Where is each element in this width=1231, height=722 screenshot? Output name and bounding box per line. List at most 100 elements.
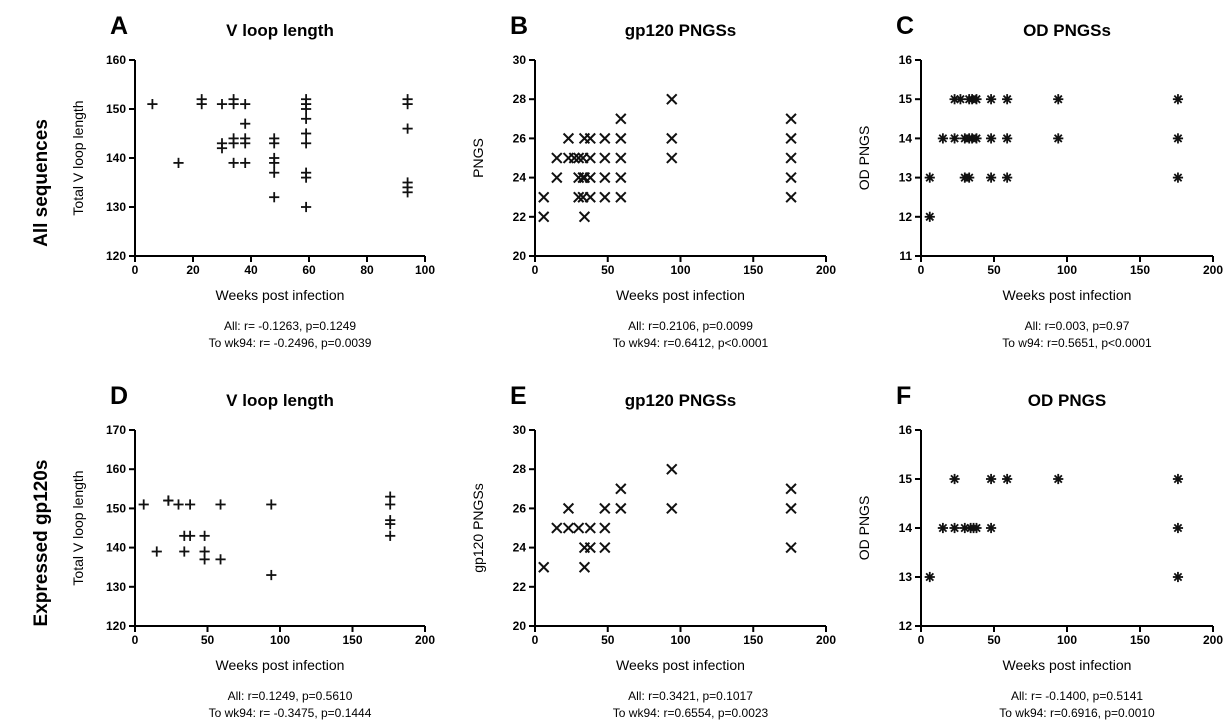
panel-letter-e: E [510, 382, 527, 410]
x-tick-label: 150 [743, 633, 763, 647]
panel-title-d: V loop length [226, 391, 334, 410]
data-point [228, 133, 239, 144]
y-tick-label: 160 [106, 53, 126, 67]
data-point [300, 103, 312, 115]
data-point [584, 171, 596, 184]
data-point [538, 211, 550, 223]
data-point [1172, 522, 1184, 534]
data-point [300, 172, 312, 183]
x-tick-label: 0 [132, 633, 139, 647]
data-point [971, 133, 982, 144]
data-point [151, 546, 162, 557]
data-point [785, 152, 797, 164]
y-tick-label: 30 [513, 423, 527, 437]
data-point [949, 522, 960, 534]
y-axis-label-f: OD PNGS [856, 496, 872, 561]
x-axis-label-d: Weeks post infection [216, 657, 345, 673]
data-point [615, 113, 627, 125]
x-tick-label: 150 [743, 263, 763, 277]
data-point [785, 541, 797, 554]
y-tick-label: 120 [106, 619, 126, 633]
y-tick-label: 12 [899, 210, 913, 224]
data-point [562, 502, 575, 515]
panel-letter-b: B [510, 12, 528, 40]
data-point [269, 157, 280, 169]
y-axis-label-d: Total V loop length [70, 470, 86, 585]
x-tick-label: 60 [302, 263, 316, 277]
y-tick-label: 22 [513, 210, 527, 224]
data-point [385, 499, 396, 510]
data-point [173, 499, 184, 510]
data-point [163, 495, 174, 506]
data-point [785, 171, 797, 184]
x-tick-label: 50 [601, 263, 615, 277]
stat-line-b: All: r=0.2106, p=0.0099 [628, 319, 753, 333]
data-point [1172, 172, 1184, 183]
x-tick-label: 20 [186, 263, 200, 277]
data-point [1053, 473, 1064, 485]
data-point [985, 133, 997, 144]
data-point [402, 94, 413, 105]
row-label-expressed-gp120s: Expressed gp120s [31, 460, 52, 627]
x-tick-label: 100 [670, 633, 690, 647]
data-point [599, 191, 611, 203]
data-point [584, 132, 596, 145]
y-tick-label: 30 [513, 53, 527, 67]
stat-line-a: To wk94: r= -0.2496, p=0.0039 [209, 336, 372, 350]
data-point [615, 152, 627, 164]
stat-line-d: All: r=0.1249, p=0.5610 [228, 689, 353, 703]
data-point [949, 473, 960, 485]
data-point [551, 522, 563, 534]
data-point [924, 172, 935, 183]
panel-a: A V loop length 120 130 140 150 160 0 20 40 60 80 10… [70, 12, 435, 350]
data-point [584, 541, 596, 554]
data-point [538, 561, 550, 573]
panel-title-b: gp120 PNGSs [625, 21, 737, 40]
data-point [985, 473, 997, 485]
panel-c: C OD PNGSs 11 12 13 14 15 16 0 50 100 150 200 Weeks p… [856, 12, 1223, 350]
data-point [599, 132, 611, 145]
data-point [173, 157, 184, 169]
x-tick-label: 200 [415, 633, 435, 647]
y-tick-label: 16 [899, 423, 913, 437]
x-tick-label: 50 [987, 263, 1001, 277]
x-axis-label-e: Weeks post infection [616, 657, 745, 673]
data-point [240, 133, 251, 144]
data-point [199, 554, 210, 565]
x-tick-label: 0 [532, 633, 539, 647]
data-point [599, 541, 611, 554]
y-tick-label: 22 [513, 580, 527, 594]
y-tick-label: 130 [106, 200, 126, 214]
data-point [300, 201, 312, 213]
data-point [615, 191, 627, 203]
x-axis-label-a: Weeks post infection [216, 287, 345, 303]
x-tick-label: 200 [1203, 263, 1223, 277]
data-point [785, 191, 797, 203]
data-point [971, 522, 982, 534]
y-tick-label: 15 [899, 472, 913, 486]
data-point [985, 172, 997, 183]
y-tick-label: 15 [899, 92, 913, 106]
data-point [1172, 571, 1184, 583]
data-point [615, 502, 627, 515]
data-point [573, 522, 585, 534]
data-point [562, 132, 575, 145]
y-tick-label: 150 [106, 102, 126, 116]
y-tick-label: 14 [899, 521, 913, 535]
x-tick-label: 50 [601, 633, 615, 647]
data-point [785, 502, 797, 515]
x-axis-label-c: Weeks post infection [1003, 287, 1132, 303]
x-axis-label-b: Weeks post infection [616, 287, 745, 303]
x-tick-label: 100 [270, 633, 290, 647]
data-point [228, 157, 239, 169]
stat-line-b: To wk94: r=0.6412, p<0.0001 [613, 336, 769, 350]
row-label-all-sequences: All sequences [31, 119, 52, 247]
data-point [785, 483, 797, 495]
data-point [666, 463, 678, 475]
x-tick-label: 100 [1057, 633, 1077, 647]
panel-letter-f: F [896, 382, 911, 410]
data-point [666, 502, 678, 515]
data-point [971, 94, 982, 105]
data-point [599, 502, 611, 515]
